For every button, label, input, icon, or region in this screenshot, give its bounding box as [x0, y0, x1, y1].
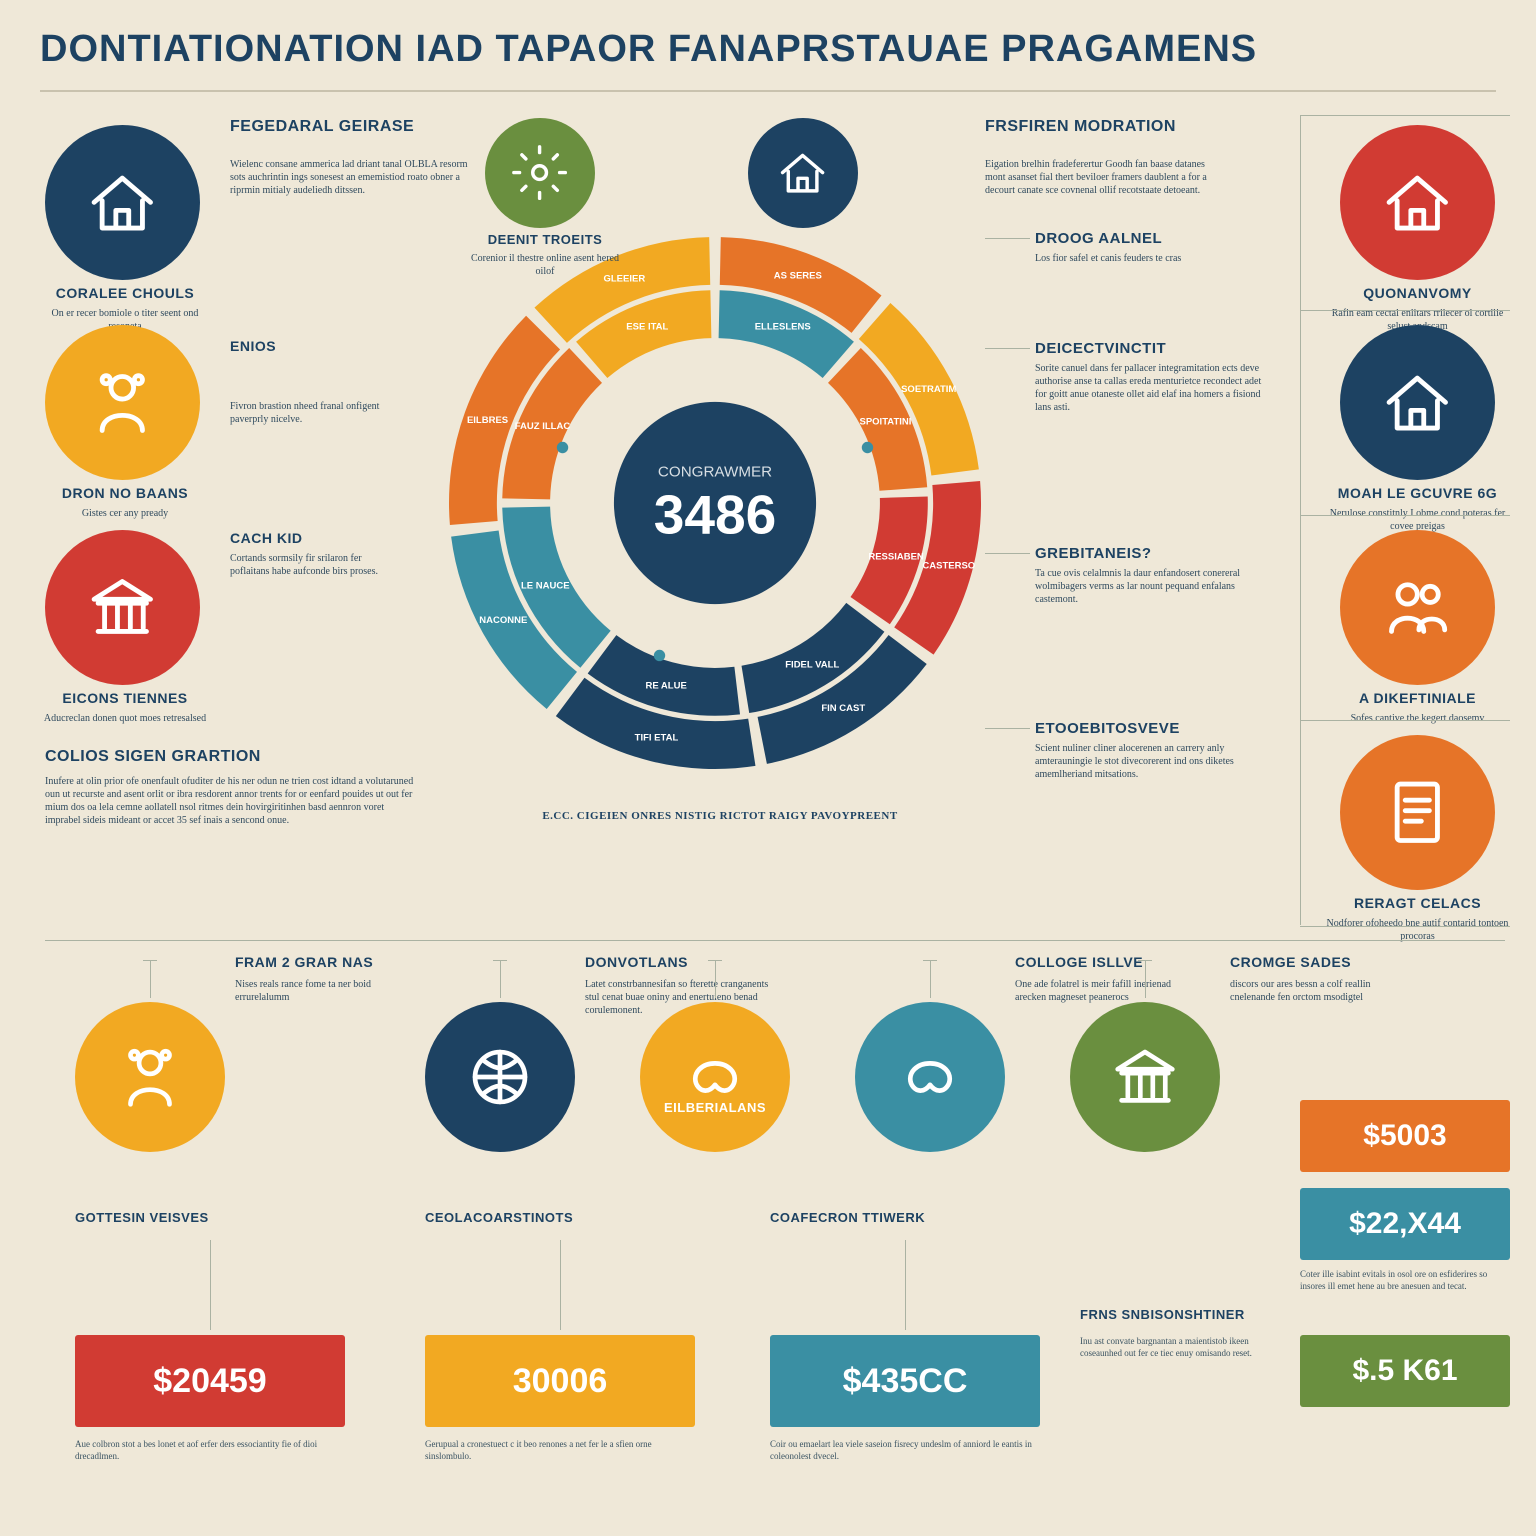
value-box-2: $.5 K61 [1300, 1335, 1510, 1407]
right-badge-1 [1340, 325, 1495, 480]
right-badge-0 [1340, 125, 1495, 280]
donut-caption: E.CC. CIGEIEN ONRES NISTIG RICTOT RAIGY … [360, 810, 1080, 822]
svg-text:LE NAUCE: LE NAUCE [521, 581, 570, 592]
svg-text:TIFI ETAL: TIFI ETAL [635, 733, 679, 744]
value-box-1: $22,X44 [1300, 1188, 1510, 1260]
svg-text:CASTERSO: CASTERSO [922, 560, 975, 571]
left-badge-0 [45, 125, 200, 280]
donut-chart: ELLESLENS SPOITATINI RESSIABEN FIDEL VALL RE… [430, 218, 1000, 788]
lower-circle-2 [640, 1002, 790, 1152]
svg-text:SOETRATIM: SOETRATIM [901, 384, 956, 395]
lower-circle-4 [1070, 1002, 1220, 1152]
svg-text:RE ALUE: RE ALUE [645, 680, 686, 691]
svg-text:3486: 3486 [654, 483, 777, 545]
left-badge-1 [45, 325, 200, 480]
lower-circle-1 [425, 1002, 575, 1152]
svg-text:FAUZ ILLAC: FAUZ ILLAC [515, 421, 571, 432]
right-badge-3 [1340, 735, 1495, 890]
right-badge-2 [1340, 530, 1495, 685]
stat-box-0: $20459 [75, 1335, 345, 1427]
title-rule [40, 90, 1496, 92]
svg-text:FIDEL VALL: FIDEL VALL [785, 660, 839, 671]
value-box-0: $5003 [1300, 1100, 1510, 1172]
stat-box-2: $435CC [770, 1335, 1040, 1427]
svg-text:ELLESLENS: ELLESLENS [755, 322, 811, 333]
stat-box-1: 30006 [425, 1335, 695, 1427]
svg-text:ESE ITAL: ESE ITAL [626, 322, 668, 333]
lower-circle-0 [75, 1002, 225, 1152]
svg-text:NACONNE: NACONNE [479, 615, 527, 626]
page-title: DONTIATIONATION IAD TAPAOR FANAPRSTAUAE … [40, 28, 1496, 71]
lower-circle-3 [855, 1002, 1005, 1152]
svg-text:FIN CAST: FIN CAST [821, 703, 865, 714]
svg-text:AS SERES: AS SERES [774, 270, 822, 281]
svg-text:SPOITATINI: SPOITATINI [860, 417, 912, 428]
svg-text:CONGRAWMER: CONGRAWMER [658, 463, 772, 480]
svg-text:RESSIABEN: RESSIABEN [868, 551, 924, 562]
left-badge-2 [45, 530, 200, 685]
svg-text:EILBRES: EILBRES [467, 415, 508, 426]
